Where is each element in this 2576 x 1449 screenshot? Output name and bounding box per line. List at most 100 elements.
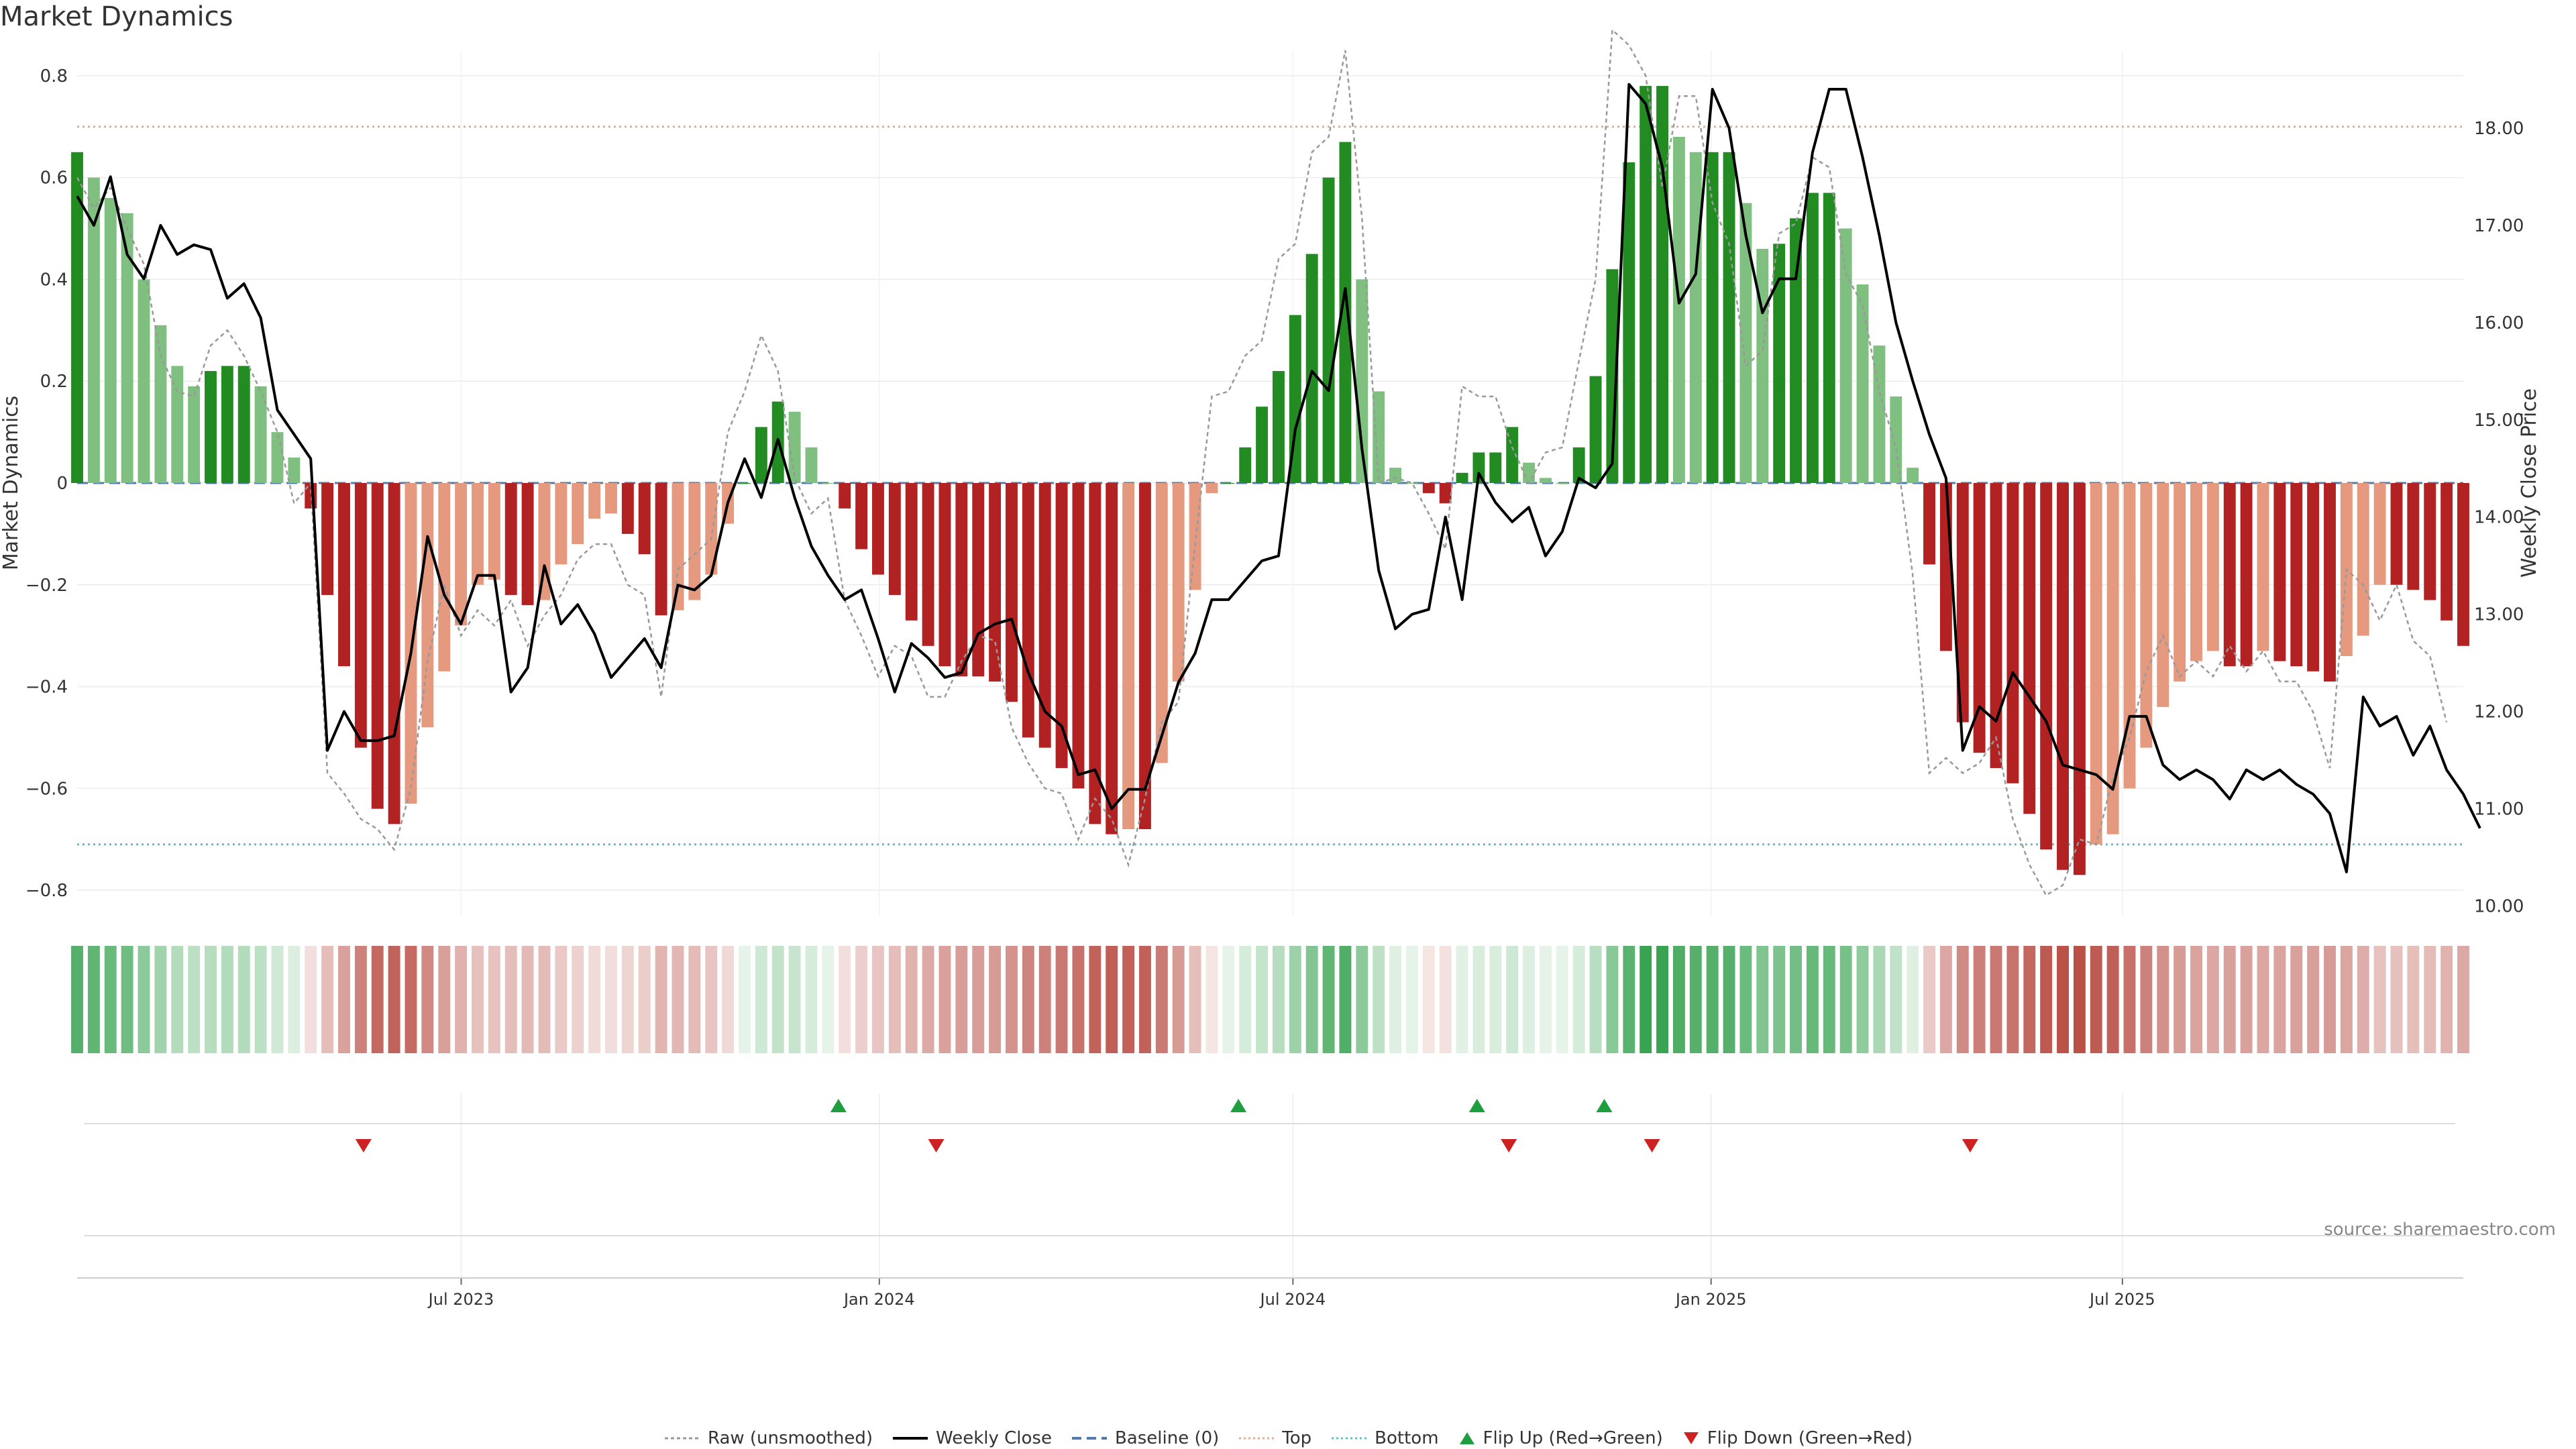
- heat-cell: [2307, 946, 2320, 1053]
- heat-cell: [905, 946, 918, 1053]
- heat-cell: [2174, 946, 2186, 1053]
- heat-cell: [1640, 946, 1652, 1053]
- dynamics-bar: [555, 483, 568, 565]
- heat-cell: [2157, 946, 2169, 1053]
- heat-cell: [2073, 946, 2086, 1053]
- dynamics-bar: [1706, 152, 1719, 483]
- source-note: source: sharemaestro.com: [2324, 1220, 2556, 1240]
- reference-lines: [77, 125, 2463, 846]
- y2-tick-label: 12.00: [2474, 702, 2524, 722]
- dynamics-bar: [705, 483, 718, 575]
- heat-cell: [1055, 946, 1068, 1053]
- dynamics-bar: [605, 483, 617, 514]
- heat-cell: [354, 946, 367, 1053]
- dynamics-bar: [1456, 472, 1468, 483]
- dynamics-bar: [472, 483, 484, 585]
- dynamics-bar: [2390, 483, 2403, 585]
- dynamics-bar: [2273, 483, 2286, 661]
- heat-cell: [855, 946, 868, 1053]
- dynamics-bar: [1923, 483, 1935, 565]
- heat-cell: [1907, 946, 1919, 1053]
- heat-cell: [472, 946, 484, 1053]
- dynamics-bar: [922, 483, 934, 646]
- y-tick-label: −0.6: [25, 779, 68, 799]
- dynamics-bar: [237, 366, 250, 483]
- dynamics-bar: [1806, 193, 1819, 483]
- legend-swatch-top: [1239, 1437, 1275, 1440]
- dynamics-bar: [572, 483, 584, 545]
- dynamics-bar: [2174, 483, 2186, 682]
- heat-cell: [1739, 946, 1752, 1053]
- heat-cell: [1456, 946, 1468, 1053]
- heat-cell: [1389, 946, 1402, 1053]
- heat-cell: [2457, 946, 2469, 1053]
- flip-up-marker: [1230, 1099, 1247, 1112]
- heat-cell: [1706, 946, 1719, 1053]
- heat-cell: [839, 946, 851, 1053]
- dynamics-bar: [138, 279, 150, 483]
- dynamics-bar: [87, 177, 100, 483]
- heat-cell: [1106, 946, 1118, 1053]
- heat-cell: [955, 946, 968, 1053]
- heat-cell: [504, 946, 517, 1053]
- heat-strip: [71, 946, 2469, 1053]
- dynamics-bar: [221, 366, 233, 483]
- heat-cell: [1973, 946, 1986, 1053]
- heat-cell: [1672, 946, 1685, 1053]
- dynamics-bar: [621, 483, 634, 534]
- dynamics-bar: [321, 483, 334, 595]
- heat-cell: [2090, 946, 2102, 1053]
- heat-cell: [1873, 946, 1886, 1053]
- grid-layer: [77, 50, 2463, 1278]
- heat-cell: [655, 946, 667, 1053]
- dynamics-bar: [2057, 483, 2069, 870]
- heat-cell: [71, 946, 83, 1053]
- heat-cell: [1373, 946, 1385, 1053]
- dynamics-bar: [1289, 315, 1301, 483]
- heat-cell: [705, 946, 718, 1053]
- heat-cell: [1172, 946, 1185, 1053]
- heat-cell: [672, 946, 684, 1053]
- dynamics-bar: [1155, 483, 1168, 763]
- legend-item-bottom: Bottom: [1330, 1428, 1439, 1448]
- heat-cell: [455, 946, 468, 1053]
- heat-cell: [1572, 946, 1585, 1053]
- dynamics-bar: [2106, 483, 2119, 835]
- y-tick-label: −0.2: [25, 576, 68, 596]
- heat-cell: [1038, 946, 1051, 1053]
- y2-axis-label: Weekly Close Price: [2518, 388, 2541, 578]
- heat-cell: [2407, 946, 2420, 1053]
- dynamics-bar: [1973, 483, 1986, 753]
- dynamics-bar: [1523, 462, 1536, 483]
- dynamics-bar: [1072, 483, 1085, 789]
- heat-cell: [989, 946, 1002, 1053]
- heat-cell: [488, 946, 500, 1053]
- dynamics-bar: [1823, 193, 1835, 483]
- heat-cell: [1356, 946, 1368, 1053]
- heat-cell: [2324, 946, 2336, 1053]
- legend-label-baseline: Baseline (0): [1114, 1428, 1220, 1448]
- y-tick-label: 0.2: [40, 372, 68, 392]
- dynamics-bar: [2457, 483, 2469, 646]
- heat-cell: [1790, 946, 1802, 1053]
- heat-cell: [638, 946, 651, 1053]
- dynamics-bar: [1672, 137, 1685, 483]
- dynamics-bar: [2257, 483, 2269, 651]
- y-tick-label: 0.4: [40, 270, 68, 290]
- dynamics-bar: [1539, 478, 1552, 483]
- heat-cell: [888, 946, 901, 1053]
- heat-cell: [1205, 946, 1218, 1053]
- heat-cell: [154, 946, 167, 1053]
- heat-cell: [1990, 946, 2002, 1053]
- dynamics-bar: [1890, 396, 1902, 483]
- chart-title: Market Dynamics: [0, 1, 233, 32]
- heat-cell: [972, 946, 985, 1053]
- heat-cell: [205, 946, 217, 1053]
- heat-cell: [1138, 946, 1151, 1053]
- legend-item-weekly-close: Weekly Close: [892, 1428, 1052, 1448]
- legend-item-top: Top: [1238, 1428, 1311, 1448]
- heat-cell: [1339, 946, 1352, 1053]
- dynamics-bar: [855, 483, 868, 549]
- dynamics-bar: [2407, 483, 2420, 590]
- flip-down-marker: [1501, 1139, 1517, 1152]
